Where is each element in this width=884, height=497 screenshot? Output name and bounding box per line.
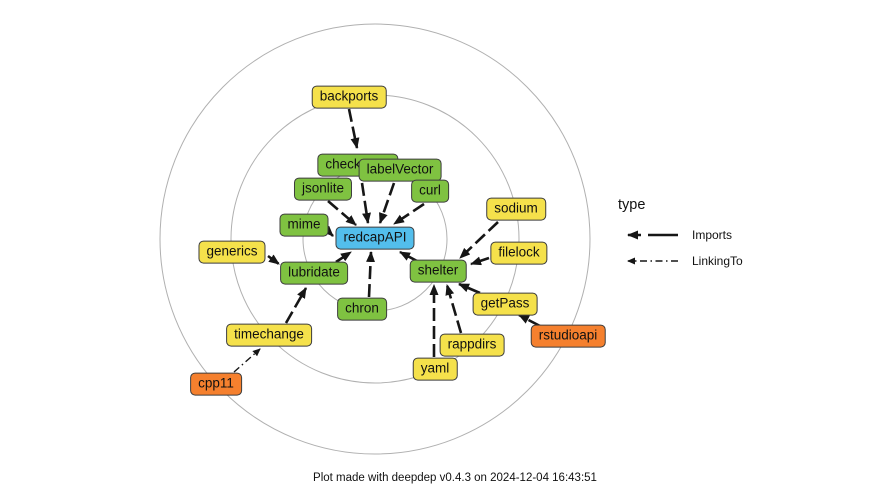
edge-jsonlite-redcapAPI bbox=[327, 200, 357, 226]
legend-item-linkingto: LinkingTo bbox=[618, 253, 788, 269]
linkingto-arrow-icon bbox=[627, 257, 678, 265]
node-redcapAPI: redcapAPI bbox=[335, 226, 415, 250]
node-mime: mime bbox=[279, 213, 329, 237]
node-sodium: sodium bbox=[486, 197, 546, 221]
edge-cpp11-timechange bbox=[233, 348, 261, 373]
node-timechange: timechange bbox=[226, 323, 312, 347]
legend: type Imports LinkingT bbox=[618, 197, 788, 279]
edge-rstudioapi-getPass bbox=[518, 313, 541, 328]
node-shelter: shelter bbox=[409, 259, 467, 283]
legend-label-linkingto: LinkingTo bbox=[692, 254, 743, 268]
node-lubridate: lubridate bbox=[280, 261, 348, 285]
edge-timechange-lubridate bbox=[284, 287, 308, 324]
node-rstudioapi: rstudioapi bbox=[530, 324, 606, 348]
edge-filelock-shelter bbox=[470, 256, 490, 266]
edge-sodium-shelter bbox=[459, 221, 499, 259]
node-filelock: filelock bbox=[490, 241, 548, 265]
edge-generics-lubridate bbox=[267, 254, 280, 266]
legend-item-imports: Imports bbox=[618, 227, 788, 243]
node-generics: generics bbox=[198, 240, 266, 264]
node-chron: chron bbox=[337, 297, 387, 321]
edge-backports-checkmate bbox=[347, 108, 360, 149]
edge-checkmate-redcapAPI bbox=[360, 182, 371, 224]
node-cpp11: cpp11 bbox=[190, 372, 242, 396]
edge-rappdirs-shelter bbox=[445, 284, 463, 334]
legend-title: type bbox=[618, 197, 646, 213]
edge-lubridate-redcapAPI bbox=[335, 250, 352, 264]
node-yaml: yaml bbox=[412, 357, 458, 381]
node-curl: curl bbox=[411, 179, 449, 203]
node-backports: backports bbox=[311, 85, 387, 109]
edge-chron-redcapAPI bbox=[366, 251, 376, 298]
legend-label-imports: Imports bbox=[692, 228, 733, 242]
node-rappdirs: rappdirs bbox=[439, 333, 505, 357]
node-jsonlite: jsonlite bbox=[293, 177, 353, 201]
edge-shelter-redcapAPI bbox=[399, 250, 418, 263]
edges bbox=[233, 108, 541, 373]
edge-getPass-shelter bbox=[458, 282, 481, 295]
edge-labelVector-redcapAPI bbox=[378, 182, 396, 224]
plot-caption: Plot made with deepdep v0.4.3 on 2024-12… bbox=[313, 472, 597, 484]
node-getPass: getPass bbox=[472, 292, 538, 316]
edge-curl-redcapAPI bbox=[393, 202, 425, 226]
node-labelVector: labelVector bbox=[358, 158, 442, 182]
outer-ring bbox=[159, 23, 591, 455]
imports-arrow-icon bbox=[627, 230, 678, 240]
